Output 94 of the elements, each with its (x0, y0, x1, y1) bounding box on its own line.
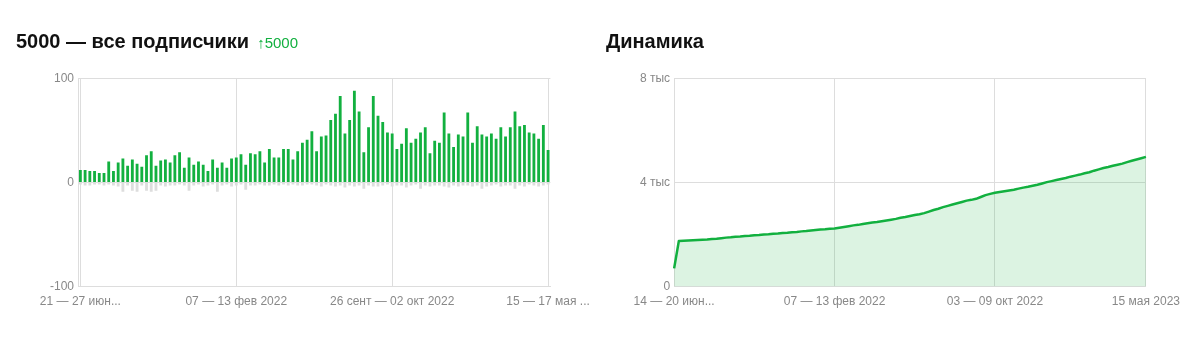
bar (97, 173, 101, 182)
y-tick-label: 100 (53, 70, 75, 85)
bar (182, 167, 186, 182)
bar (504, 136, 507, 182)
bar (78, 169, 82, 182)
bar (93, 170, 96, 182)
bar (267, 149, 271, 182)
bar (400, 143, 404, 182)
bar (258, 151, 262, 182)
x-tick-label: 07 — 13 фев 2022 (185, 294, 288, 309)
bar (386, 132, 389, 182)
y-tick-label: 0 (663, 278, 671, 293)
bar (423, 127, 427, 182)
bar (315, 151, 319, 182)
bar (319, 136, 323, 182)
x-tick-label: 03 — 09 окт 2022 (946, 294, 1044, 309)
bar (438, 142, 441, 182)
bar (352, 90, 356, 182)
chart-title: Динамика (606, 30, 704, 52)
bar (338, 95, 342, 182)
bar (301, 142, 304, 182)
bar (263, 162, 267, 182)
bar (537, 138, 541, 182)
bar (348, 119, 352, 182)
bar (452, 146, 456, 182)
bar (126, 165, 130, 182)
chart-subtitle: ↑5000 (257, 34, 298, 51)
bar (329, 119, 333, 182)
bar (234, 157, 238, 182)
bar (334, 113, 337, 182)
bar (532, 133, 536, 182)
bar (230, 158, 233, 182)
bar (419, 132, 422, 182)
bar (220, 162, 224, 182)
bar (518, 126, 522, 182)
bar (164, 159, 167, 182)
bar (225, 167, 229, 182)
bar (489, 133, 493, 182)
bar (112, 170, 115, 182)
bar (508, 127, 512, 182)
bar (215, 167, 219, 182)
bar (367, 127, 370, 182)
bar (310, 131, 314, 182)
bar (121, 158, 125, 182)
x-tick-label: 15 мая 2023 (1111, 294, 1181, 309)
bar (357, 111, 361, 182)
bar (282, 149, 285, 182)
bar (456, 134, 460, 182)
y-tick-label: 0 (67, 174, 75, 189)
bar (116, 162, 120, 182)
bar (173, 155, 177, 182)
bar (414, 138, 418, 182)
bar (107, 161, 111, 182)
bar (286, 149, 290, 182)
bar (244, 164, 248, 182)
bar (381, 121, 385, 182)
y-tick-label: -100 (49, 278, 75, 293)
x-tick-label: 26 сент — 02 окт 2022 (329, 294, 455, 309)
bar (277, 157, 281, 182)
bar (466, 112, 470, 182)
bar (130, 159, 134, 182)
bar (442, 112, 446, 182)
bar (471, 142, 474, 182)
y-tick-label: 4 тыс (639, 174, 671, 189)
bar (485, 136, 489, 182)
bar (159, 160, 163, 182)
bar (83, 169, 87, 182)
bar (541, 125, 545, 182)
x-tick-label: 21 — 27 июн... (39, 294, 121, 309)
y-tick-label: 8 тыс (639, 70, 671, 85)
bar (475, 126, 479, 182)
bar (499, 127, 503, 182)
x-tick-label: 14 — 20 июн... (633, 294, 715, 309)
x-tick-label: 07 — 13 фев 2022 (783, 294, 886, 309)
bar (527, 132, 531, 182)
chart-title: 5000 — все подписчики (16, 30, 250, 52)
bar (201, 164, 205, 182)
bar (88, 170, 92, 182)
bar (253, 154, 257, 182)
bar (192, 164, 196, 182)
bar (140, 166, 144, 182)
bar (523, 125, 526, 182)
x-tick-label: 15 — 17 мая ... (506, 294, 590, 309)
bar (404, 128, 408, 182)
bar (145, 155, 148, 182)
bar (249, 153, 252, 182)
bar (433, 140, 437, 182)
bar (296, 151, 300, 182)
bar (197, 161, 200, 182)
bar (390, 133, 394, 182)
bar (178, 152, 181, 182)
bar (211, 159, 215, 182)
bar (371, 95, 375, 182)
bar (149, 151, 153, 182)
